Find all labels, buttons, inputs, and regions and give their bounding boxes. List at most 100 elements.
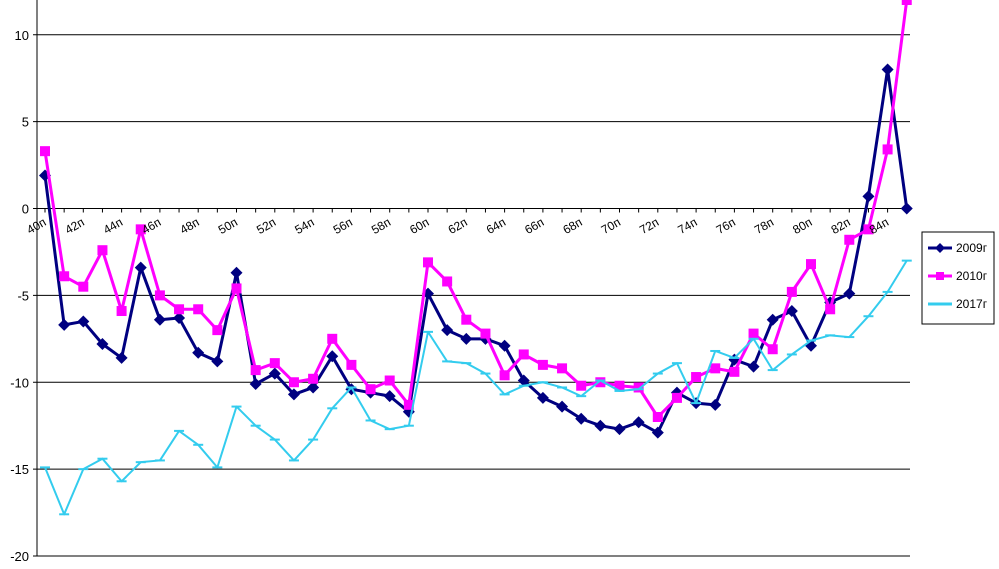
data-point xyxy=(537,359,548,370)
x-tick-label: 44п xyxy=(101,215,125,237)
data-point xyxy=(288,377,299,388)
data-point xyxy=(192,346,205,359)
x-tick-label: 78п xyxy=(752,215,776,237)
data-point xyxy=(729,366,740,377)
data-point xyxy=(230,266,243,279)
x-tick-label: 50п xyxy=(216,215,240,237)
data-point xyxy=(614,380,625,391)
x-tick-label: 42п xyxy=(63,215,87,237)
data-point xyxy=(460,332,473,345)
data-point xyxy=(747,360,760,373)
data-point xyxy=(900,202,913,215)
data-point xyxy=(77,315,90,328)
legend-item: 2010г xyxy=(928,269,988,283)
y-tick-label: 5 xyxy=(22,115,29,130)
data-point xyxy=(556,400,569,413)
legend-label: 2017г xyxy=(956,297,988,311)
data-point xyxy=(862,190,875,203)
x-tick-label: 60п xyxy=(407,215,431,237)
x-tick-label: 66п xyxy=(522,215,546,237)
data-point xyxy=(536,391,549,404)
data-point xyxy=(153,313,166,326)
data-point xyxy=(632,416,645,429)
y-tick-label: -20 xyxy=(10,549,29,564)
data-point xyxy=(384,375,395,386)
series-line xyxy=(43,68,909,435)
data-point xyxy=(575,412,588,425)
series-line xyxy=(44,260,908,516)
data-point xyxy=(671,392,682,403)
data-point xyxy=(748,328,759,339)
series-0 xyxy=(39,63,913,439)
data-point xyxy=(881,63,894,76)
data-point xyxy=(785,305,798,318)
x-tick-label: 56п xyxy=(331,215,355,237)
legend-item: 2009г xyxy=(928,241,988,255)
data-point xyxy=(135,224,146,235)
data-point xyxy=(786,286,797,297)
data-point xyxy=(461,314,472,325)
data-point xyxy=(613,423,626,436)
data-point xyxy=(97,245,108,256)
x-tick-label: 74п xyxy=(675,215,699,237)
data-point xyxy=(499,370,510,381)
data-point xyxy=(518,349,529,360)
data-point xyxy=(844,234,855,245)
legend-item: 2017г xyxy=(928,297,988,311)
x-tick-label: 62п xyxy=(446,215,470,237)
data-point xyxy=(766,313,779,326)
x-tick-label: 68п xyxy=(561,215,585,237)
x-tick-label: 52п xyxy=(254,215,278,237)
gridlines xyxy=(37,34,910,557)
x-tick-label: 72п xyxy=(637,215,661,237)
data-point xyxy=(423,257,433,268)
y-tick-label: -15 xyxy=(10,462,29,477)
data-point xyxy=(710,363,721,374)
data-point xyxy=(193,304,204,315)
data-point xyxy=(231,283,242,294)
y-tick-label: -5 xyxy=(17,288,29,303)
data-point xyxy=(825,304,836,315)
x-tick-label: 64п xyxy=(484,215,508,237)
data-point xyxy=(346,359,357,370)
data-point xyxy=(901,0,912,5)
data-point xyxy=(863,224,874,235)
data-point xyxy=(365,384,376,395)
data-point xyxy=(269,358,280,369)
data-point xyxy=(557,363,568,374)
data-point xyxy=(442,276,453,287)
axes: 10 5 0 -5 -10 -15 -20 xyxy=(10,0,908,564)
data-point xyxy=(250,365,261,376)
x-tick-label: 80п xyxy=(790,215,814,237)
y-tick-label: -10 xyxy=(10,375,29,390)
x-tick-label: 40п xyxy=(24,215,48,237)
data-point xyxy=(633,382,644,393)
data-point xyxy=(173,311,186,324)
data-point xyxy=(806,259,816,270)
series-2 xyxy=(40,259,912,516)
legend-label: 2010г xyxy=(956,269,988,283)
data-point xyxy=(498,339,511,352)
data-point xyxy=(576,380,587,391)
data-point xyxy=(308,373,319,384)
legend-label: 2009г xyxy=(956,241,988,255)
data-point xyxy=(383,390,396,403)
data-point xyxy=(594,419,607,432)
data-point xyxy=(327,333,338,344)
data-point xyxy=(441,324,454,337)
data-point xyxy=(651,426,664,439)
x-tick-labels: 40п 42п 44п 46п 48п 50п 52п 54п 56п 58п 60п 62п 64п 6… xyxy=(24,215,891,237)
data-point xyxy=(174,304,185,315)
data-point xyxy=(767,344,778,355)
series-line xyxy=(43,0,909,419)
data-point xyxy=(517,374,530,387)
data-point xyxy=(326,350,339,363)
legend-marker xyxy=(936,272,944,280)
data-point xyxy=(212,325,223,336)
data-point xyxy=(116,306,127,317)
data-point xyxy=(652,412,663,422)
data-point xyxy=(268,367,281,380)
x-tick-label: 48п xyxy=(178,215,202,237)
data-point xyxy=(40,146,50,157)
